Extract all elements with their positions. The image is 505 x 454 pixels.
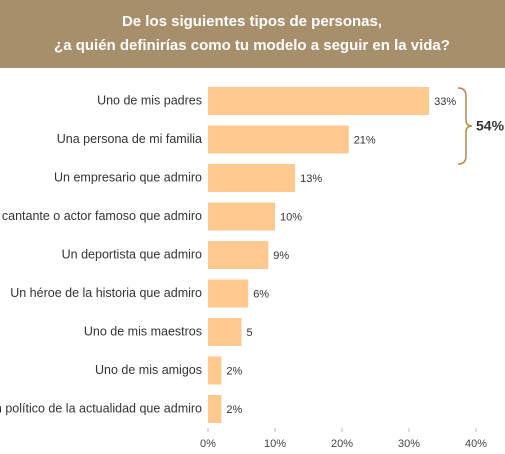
title-line: ¿a quién definirías como tu modelo a seg… [54, 37, 450, 54]
value-label: 2% [226, 404, 242, 416]
category-label: Un empresario que admiro [54, 170, 202, 184]
title-line: De los siguientes tipos de personas, [122, 13, 382, 30]
x-tick-label: 10% [264, 438, 286, 450]
x-tick-label: 0% [200, 438, 216, 450]
category-label: Un héroe de la historia que admiro [10, 286, 202, 300]
value-label: 21% [354, 134, 376, 146]
x-tick-label: 20% [331, 438, 353, 450]
value-label: 10% [280, 211, 302, 223]
title-banner [0, 0, 505, 68]
value-label: 9% [273, 250, 289, 262]
category-label: Un político de la actualidad que admiro [0, 401, 202, 415]
bar [208, 87, 430, 115]
category-label: Uno de mis amigos [95, 363, 202, 377]
bar [208, 125, 349, 154]
bar [208, 241, 269, 269]
value-label: 13% [300, 173, 322, 185]
bracket [457, 87, 473, 165]
bar [208, 395, 222, 423]
bar [208, 164, 296, 192]
annotation: 54% [476, 118, 505, 134]
bar [208, 318, 242, 346]
category-label: Uno de mis padres [97, 93, 202, 107]
category-label: Uno de mis maestros [84, 324, 202, 338]
value-label: 33% [434, 96, 456, 108]
bar [208, 279, 249, 308]
category-label: Una persona de mi familia [57, 132, 202, 146]
category-label: Un deportista que admiro [62, 247, 202, 261]
value-label: 6% [253, 288, 269, 300]
bar [208, 202, 275, 231]
value-label: 2% [226, 365, 242, 377]
x-tick-label: 30% [398, 438, 420, 450]
x-tick-label: 40% [465, 438, 487, 450]
bar [208, 356, 222, 385]
value-label: 5 [247, 327, 253, 339]
category-label: Un cantante o actor famoso que admiro [0, 209, 202, 223]
